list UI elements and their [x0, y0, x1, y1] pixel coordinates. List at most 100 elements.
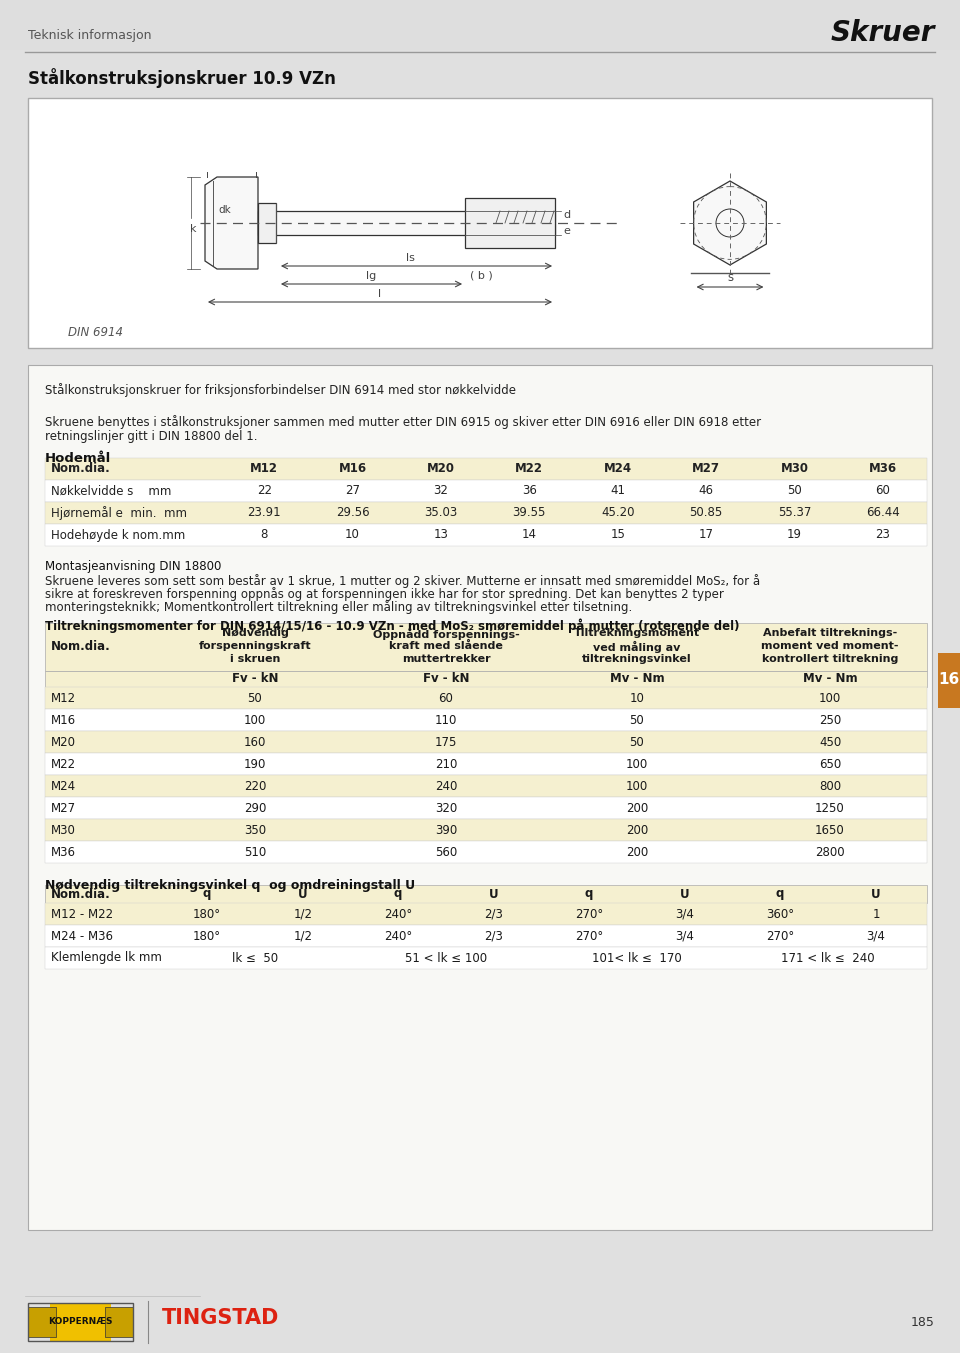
- Bar: [45, 459, 927, 480]
- Text: 55.37: 55.37: [778, 506, 811, 520]
- Bar: [45, 902, 927, 925]
- Text: 36: 36: [522, 484, 537, 498]
- Text: Tiltrekningsmoment: Tiltrekningsmoment: [574, 628, 700, 639]
- Text: l: l: [378, 290, 381, 299]
- Bar: [28, 1307, 56, 1337]
- Text: 41: 41: [611, 484, 625, 498]
- Text: 270°: 270°: [766, 930, 794, 943]
- Bar: [45, 480, 927, 502]
- Bar: [0, 1295, 960, 1353]
- Bar: [45, 775, 927, 797]
- Text: 100: 100: [819, 691, 841, 705]
- Text: Mv - Nm: Mv - Nm: [610, 672, 664, 686]
- Bar: [45, 687, 927, 709]
- Text: 100: 100: [244, 713, 266, 727]
- Text: Nøkkelvidde s    mm: Nøkkelvidde s mm: [51, 484, 172, 498]
- Text: M36: M36: [51, 846, 76, 859]
- Text: M16: M16: [51, 713, 76, 727]
- Text: 450: 450: [819, 736, 841, 748]
- Text: 1650: 1650: [815, 824, 845, 836]
- Text: s: s: [727, 271, 733, 284]
- Text: Nom.dia.: Nom.dia.: [51, 640, 110, 653]
- Text: Fv - kN: Fv - kN: [231, 672, 278, 686]
- Text: 270°: 270°: [575, 930, 603, 943]
- Text: 220: 220: [244, 779, 266, 793]
- Text: 650: 650: [819, 758, 841, 770]
- Text: Teknisk informasjon: Teknisk informasjon: [28, 28, 152, 42]
- Text: 66.44: 66.44: [866, 506, 900, 520]
- Text: Stålkonstruksjonskruer 10.9 VZn: Stålkonstruksjonskruer 10.9 VZn: [28, 68, 336, 88]
- Text: 45.20: 45.20: [601, 506, 635, 520]
- Text: 3/4: 3/4: [676, 908, 694, 920]
- Bar: [258, 203, 276, 244]
- Text: e: e: [563, 226, 570, 235]
- Text: Hodehøyde k nom.mm: Hodehøyde k nom.mm: [51, 529, 185, 541]
- Bar: [50, 1303, 111, 1341]
- Text: 46: 46: [699, 484, 713, 498]
- Text: 50: 50: [248, 691, 262, 705]
- Text: U: U: [681, 888, 690, 901]
- Text: 160: 160: [244, 736, 266, 748]
- Text: 15: 15: [611, 529, 625, 541]
- Text: M27: M27: [51, 801, 76, 815]
- Text: M12 - M22: M12 - M22: [51, 908, 113, 920]
- Text: Skruene benyttes i stålkonstruksjoner sammen med mutter etter DIN 6915 og skiver: Skruene benyttes i stålkonstruksjoner sa…: [45, 415, 761, 429]
- Text: k: k: [190, 225, 196, 234]
- Text: 23: 23: [876, 529, 890, 541]
- Text: Anbefalt tiltreknings-: Anbefalt tiltreknings-: [763, 628, 898, 639]
- Bar: [28, 365, 932, 1230]
- Text: q: q: [776, 888, 784, 901]
- Text: 190: 190: [244, 758, 266, 770]
- Text: M22: M22: [516, 463, 543, 475]
- Text: U: U: [871, 888, 881, 901]
- Text: q: q: [394, 888, 402, 901]
- Text: 110: 110: [435, 713, 457, 727]
- Text: U: U: [299, 888, 308, 901]
- Text: 240°: 240°: [384, 908, 412, 920]
- Bar: [45, 671, 927, 687]
- Text: Oppnådd forspennings-: Oppnådd forspennings-: [372, 628, 519, 640]
- Text: 250: 250: [819, 713, 841, 727]
- Polygon shape: [205, 177, 258, 269]
- Text: 171 < lk ≤  240: 171 < lk ≤ 240: [781, 951, 875, 965]
- Text: 2/3: 2/3: [485, 930, 503, 943]
- Text: ls: ls: [405, 253, 415, 262]
- Text: 10: 10: [346, 529, 360, 541]
- Text: TINGSTAD: TINGSTAD: [162, 1308, 279, 1329]
- Text: M22: M22: [51, 758, 76, 770]
- Bar: [45, 797, 927, 819]
- Text: M20: M20: [427, 463, 455, 475]
- Bar: [465, 198, 555, 248]
- Text: lg: lg: [366, 271, 376, 281]
- Text: 1/2: 1/2: [294, 908, 313, 920]
- Text: U: U: [490, 888, 499, 901]
- Text: 17: 17: [699, 529, 713, 541]
- Text: 360°: 360°: [766, 908, 794, 920]
- Text: M24: M24: [51, 779, 76, 793]
- Text: 320: 320: [435, 801, 457, 815]
- Text: DIN 6914: DIN 6914: [68, 326, 123, 340]
- Text: M20: M20: [51, 736, 76, 748]
- Text: 200: 200: [626, 801, 648, 815]
- Text: 290: 290: [244, 801, 266, 815]
- Text: 350: 350: [244, 824, 266, 836]
- Text: 800: 800: [819, 779, 841, 793]
- Text: 210: 210: [435, 758, 457, 770]
- Text: 60: 60: [876, 484, 890, 498]
- Text: 1/2: 1/2: [294, 930, 313, 943]
- Text: Nom.dia.: Nom.dia.: [51, 463, 110, 475]
- Text: Mv - Nm: Mv - Nm: [803, 672, 857, 686]
- Bar: [45, 754, 927, 775]
- Text: M27: M27: [692, 463, 720, 475]
- Text: M30: M30: [780, 463, 808, 475]
- Text: 1250: 1250: [815, 801, 845, 815]
- Text: 2/3: 2/3: [485, 908, 503, 920]
- Text: 100: 100: [626, 758, 648, 770]
- Text: 100: 100: [626, 779, 648, 793]
- Bar: [258, 211, 555, 235]
- Text: q: q: [203, 888, 211, 901]
- Polygon shape: [694, 181, 766, 265]
- Text: 180°: 180°: [193, 908, 221, 920]
- Text: M12: M12: [251, 463, 278, 475]
- Text: M24: M24: [604, 463, 632, 475]
